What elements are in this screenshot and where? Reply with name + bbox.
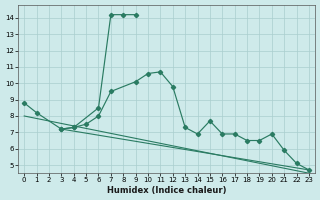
X-axis label: Humidex (Indice chaleur): Humidex (Indice chaleur) — [107, 186, 226, 195]
